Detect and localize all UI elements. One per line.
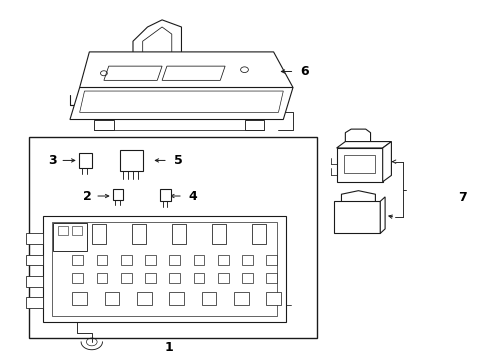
Bar — [266, 273, 276, 283]
Bar — [343, 155, 375, 173]
Bar — [26, 233, 43, 244]
Polygon shape — [80, 52, 292, 87]
Bar — [131, 225, 146, 244]
Bar — [72, 292, 87, 305]
Bar — [97, 273, 107, 283]
Bar — [58, 226, 67, 235]
Bar — [160, 189, 170, 201]
Polygon shape — [43, 216, 285, 322]
Bar — [121, 273, 131, 283]
Bar — [169, 255, 180, 265]
Bar — [251, 225, 266, 244]
Bar — [169, 292, 183, 305]
Bar — [72, 226, 82, 235]
Bar — [211, 225, 226, 244]
Bar — [97, 255, 107, 265]
Polygon shape — [382, 141, 390, 182]
Bar — [72, 255, 83, 265]
Bar — [79, 153, 92, 167]
Text: 6: 6 — [300, 65, 308, 78]
Bar — [266, 255, 276, 265]
Bar — [26, 255, 43, 265]
Text: 5: 5 — [174, 154, 183, 167]
Polygon shape — [336, 141, 390, 148]
Bar — [92, 225, 106, 244]
Bar — [121, 255, 131, 265]
Bar — [145, 273, 156, 283]
Bar — [53, 223, 87, 251]
Bar — [169, 273, 180, 283]
Bar — [217, 255, 228, 265]
Polygon shape — [70, 87, 292, 120]
Bar — [120, 150, 143, 171]
Polygon shape — [336, 148, 382, 182]
Bar — [193, 255, 204, 265]
Polygon shape — [94, 120, 113, 130]
Bar — [193, 273, 204, 283]
Bar — [242, 255, 252, 265]
Bar — [266, 292, 280, 305]
Text: 4: 4 — [188, 189, 197, 203]
Bar — [217, 273, 228, 283]
Bar — [242, 273, 252, 283]
Bar — [234, 292, 248, 305]
Polygon shape — [333, 201, 380, 233]
Text: 2: 2 — [82, 189, 91, 203]
Text: 7: 7 — [457, 191, 466, 204]
Bar — [72, 273, 83, 283]
Text: 3: 3 — [49, 154, 57, 167]
Polygon shape — [244, 120, 264, 130]
Bar — [26, 276, 43, 287]
Polygon shape — [380, 197, 385, 233]
Bar — [145, 255, 156, 265]
Bar — [137, 292, 151, 305]
Bar — [29, 137, 317, 338]
Bar — [201, 292, 216, 305]
Bar — [112, 189, 123, 199]
Bar — [26, 297, 43, 308]
Bar — [104, 292, 119, 305]
Text: 1: 1 — [164, 341, 173, 355]
Bar — [171, 225, 186, 244]
